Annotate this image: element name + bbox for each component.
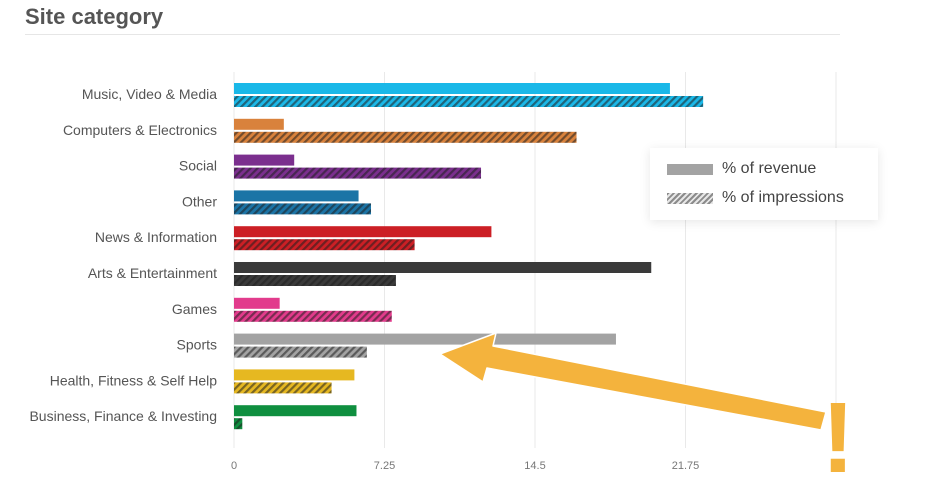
category-label: Computers & Electronics bbox=[63, 122, 217, 138]
bar-revenue bbox=[234, 154, 295, 166]
legend-label-revenue: % of revenue bbox=[722, 160, 817, 177]
title-divider bbox=[25, 34, 840, 35]
exclamation-mark: ! bbox=[821, 382, 854, 489]
bar-revenue bbox=[234, 297, 280, 309]
bar-revenue bbox=[234, 83, 670, 94]
category-label: Games bbox=[172, 301, 217, 317]
category-labels: Music, Video & Media Computers & Electron… bbox=[29, 86, 217, 424]
bar-revenue bbox=[234, 333, 616, 345]
x-tick-labels: 0 7.25 14.5 21.75 bbox=[231, 460, 699, 472]
bar-revenue bbox=[234, 190, 359, 202]
bar-revenue bbox=[234, 226, 492, 238]
legend-item-revenue: % of revenue bbox=[667, 159, 816, 179]
category-label: Sports bbox=[177, 337, 217, 353]
x-tick-label: 21.75 bbox=[672, 460, 700, 472]
bar-revenue bbox=[234, 118, 284, 130]
bar-impressions bbox=[234, 275, 396, 286]
legend: % of revenue % of impressions bbox=[650, 148, 878, 220]
legend-swatch-solid bbox=[667, 163, 713, 175]
bar-impressions bbox=[234, 131, 577, 143]
x-tick-label: 0 bbox=[231, 460, 237, 472]
category-label: Arts & Entertainment bbox=[88, 265, 217, 281]
bar-impressions bbox=[234, 203, 372, 215]
legend-item-impressions: % of impressions bbox=[667, 188, 844, 208]
category-label: Other bbox=[182, 193, 217, 209]
bar-impressions bbox=[234, 346, 367, 358]
legend-label-impressions: % of impressions bbox=[722, 189, 844, 206]
bar-revenue bbox=[234, 405, 357, 417]
x-tick-label: 7.25 bbox=[374, 460, 395, 472]
annotation-arrow: ! bbox=[439, 332, 855, 489]
bar-impressions bbox=[234, 96, 704, 107]
bar-impressions bbox=[234, 418, 243, 430]
category-label: Business, Finance & Investing bbox=[29, 408, 217, 424]
bar-revenue bbox=[234, 369, 355, 381]
bar-impressions bbox=[234, 239, 415, 251]
bar-impressions bbox=[234, 382, 332, 394]
bar-revenue bbox=[234, 262, 652, 273]
category-label: Health, Fitness & Self Help bbox=[50, 372, 218, 388]
legend-swatch-hatched bbox=[667, 192, 713, 204]
x-tick-label: 14.5 bbox=[524, 460, 545, 472]
bars bbox=[234, 83, 704, 430]
bar-impressions bbox=[234, 310, 392, 322]
category-label: News & Information bbox=[95, 229, 217, 245]
arrow-icon bbox=[439, 332, 827, 431]
category-label: Social bbox=[179, 158, 217, 174]
bar-impressions bbox=[234, 167, 482, 179]
chart-title: Site category bbox=[25, 4, 164, 29]
category-label: Music, Video & Media bbox=[82, 86, 217, 102]
